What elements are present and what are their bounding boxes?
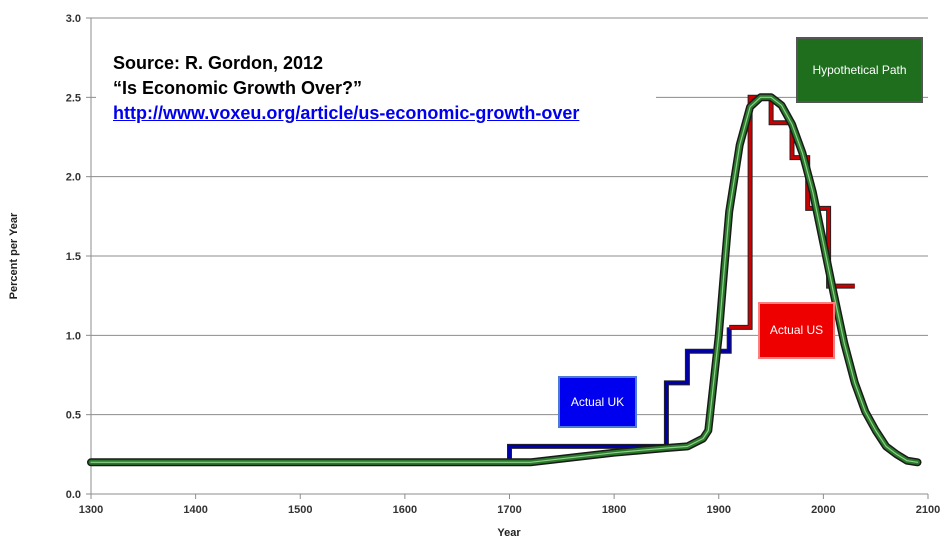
label-actual-us-box — [758, 302, 835, 359]
x-tick-label: 1500 — [288, 504, 312, 516]
x-tick-label: 1900 — [707, 504, 731, 516]
y-tick-label: 2.5 — [66, 92, 81, 104]
label-actual-us-text: Actual US — [770, 323, 823, 337]
series-highlight-hypothetical-path — [90, 96, 919, 463]
y-tick-label: 1.0 — [66, 330, 81, 342]
y-tick-label: 1.5 — [66, 251, 81, 263]
series-lines — [87, 93, 922, 467]
x-tick-label: 2100 — [916, 504, 940, 516]
label-hypothetical-path-box — [796, 37, 923, 103]
source-annotation: Source: R. Gordon, 2012 “Is Economic Gro… — [96, 42, 656, 136]
axes — [86, 17, 929, 499]
x-tick-label: 1400 — [183, 504, 207, 516]
x-tick-label: 1800 — [602, 504, 626, 516]
source-url-link[interactable]: http://www.voxeu.org/article/us-economic… — [113, 103, 580, 123]
label-actual-uk-text: Actual UK — [571, 395, 624, 409]
label-hypothetical-path: Hypothetical Path — [796, 37, 923, 103]
series-line-actual-us — [729, 95, 855, 329]
y-tick-label: 2.0 — [66, 172, 81, 184]
x-tick-label: 2000 — [811, 504, 835, 516]
y-tick-label: 0.5 — [66, 410, 81, 422]
label-actual-us: Actual US — [758, 302, 835, 359]
label-hypothetical-path-text: Hypothetical Path — [812, 63, 906, 77]
source-article-title: “Is Economic Growth Over?” — [113, 78, 363, 98]
y-axis-title: Percent per Year — [8, 212, 20, 299]
source-citation: Source: R. Gordon, 2012 — [113, 53, 324, 73]
x-tick-label: 1700 — [497, 504, 521, 516]
y-tick-label: 3.0 — [66, 13, 81, 25]
x-axis-title: Year — [497, 527, 521, 539]
x-tick-label: 1300 — [79, 504, 103, 516]
y-tick-labels: 0.0 0.5 1.0 1.5 2.0 2.5 3.0 — [66, 13, 81, 501]
x-tick-labels: 1300 1400 1500 1600 1700 1800 1900 2000 2100 — [79, 504, 940, 516]
label-actual-uk: Actual UK — [558, 376, 637, 428]
x-tick-label: 1600 — [393, 504, 417, 516]
source-url-line: http://www.voxeu.org/article/us-economic… — [113, 101, 656, 126]
label-actual-uk-box — [558, 376, 637, 428]
y-tick-label: 0.0 — [66, 489, 81, 501]
